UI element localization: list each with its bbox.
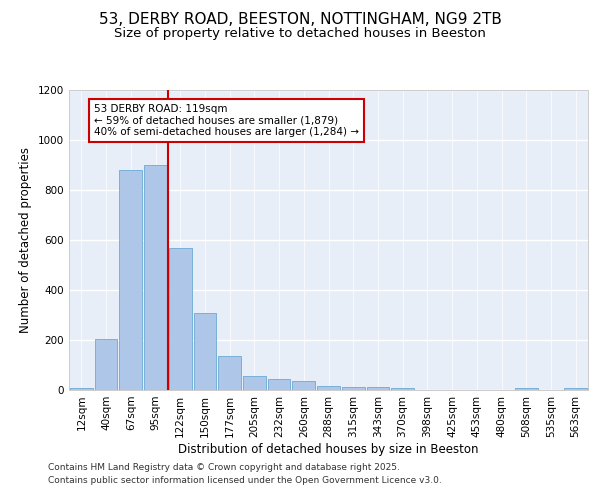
Text: Size of property relative to detached houses in Beeston: Size of property relative to detached ho… bbox=[114, 28, 486, 40]
Text: 53 DERBY ROAD: 119sqm
← 59% of detached houses are smaller (1,879)
40% of semi-d: 53 DERBY ROAD: 119sqm ← 59% of detached … bbox=[94, 104, 359, 137]
Text: Contains HM Land Registry data © Crown copyright and database right 2025.: Contains HM Land Registry data © Crown c… bbox=[48, 464, 400, 472]
Bar bbox=[144, 165, 167, 390]
Text: 53, DERBY ROAD, BEESTON, NOTTINGHAM, NG9 2TB: 53, DERBY ROAD, BEESTON, NOTTINGHAM, NG9… bbox=[98, 12, 502, 28]
Bar bbox=[95, 339, 118, 390]
Bar bbox=[367, 386, 389, 390]
Bar bbox=[243, 376, 266, 390]
Y-axis label: Number of detached properties: Number of detached properties bbox=[19, 147, 32, 333]
Bar bbox=[292, 380, 315, 390]
Bar bbox=[169, 248, 191, 390]
Bar bbox=[515, 388, 538, 390]
Bar bbox=[194, 312, 216, 390]
Bar bbox=[70, 388, 93, 390]
Text: Contains public sector information licensed under the Open Government Licence v3: Contains public sector information licen… bbox=[48, 476, 442, 485]
X-axis label: Distribution of detached houses by size in Beeston: Distribution of detached houses by size … bbox=[178, 442, 479, 456]
Bar bbox=[317, 386, 340, 390]
Bar bbox=[342, 387, 365, 390]
Bar bbox=[268, 379, 290, 390]
Bar bbox=[119, 170, 142, 390]
Bar bbox=[564, 388, 587, 390]
Bar bbox=[391, 388, 414, 390]
Bar bbox=[218, 356, 241, 390]
